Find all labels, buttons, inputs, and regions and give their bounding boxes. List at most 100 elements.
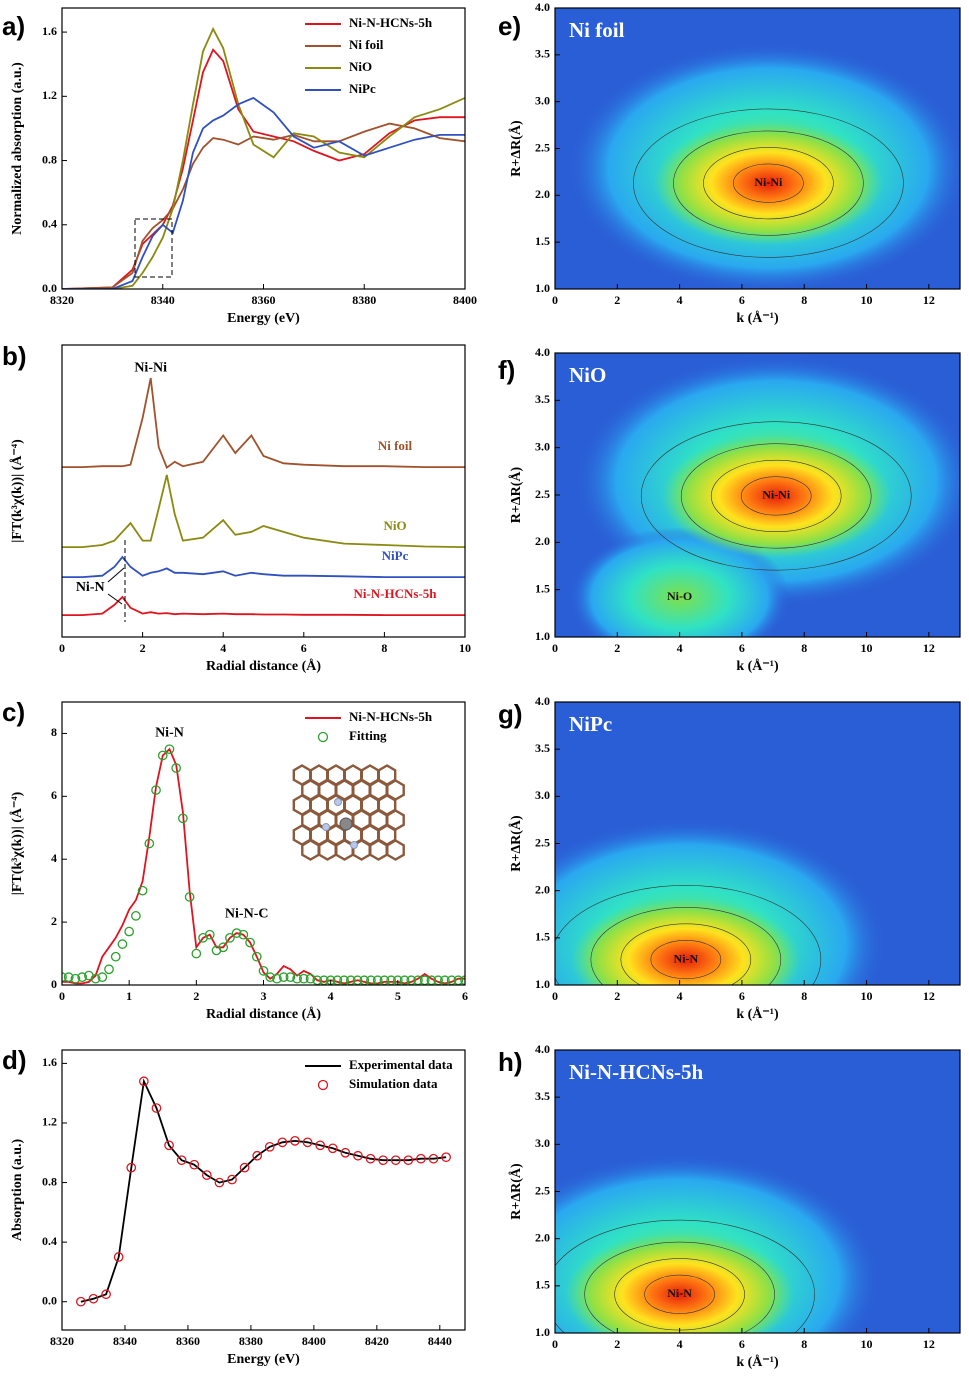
- x-tick-label: 4: [677, 641, 683, 655]
- x-tick-label: 0: [552, 641, 558, 655]
- y-tick-label: 1.5: [535, 930, 550, 944]
- data-point: [144, 838, 155, 849]
- arrow: [107, 593, 123, 605]
- x-tick-label: 6: [739, 641, 745, 655]
- legend-label: Ni-N-HCNs-5h: [349, 709, 433, 724]
- data-point: [201, 1170, 212, 1180]
- y-tick-label: 1.6: [42, 24, 57, 38]
- map-peak: [661, 433, 892, 558]
- y-tick-label: 3.5: [535, 1089, 550, 1103]
- data-point: [164, 1140, 174, 1151]
- data-point: [126, 1162, 137, 1173]
- contour-line: [555, 885, 822, 985]
- data-point: [290, 1136, 300, 1146]
- y-tick-label: 2.5: [535, 140, 550, 154]
- x-axis-label: Radial distance (Å): [206, 1006, 321, 1022]
- x-tick-label: 8340: [151, 293, 175, 307]
- data-point: [218, 942, 229, 953]
- x-tick-label: 8380: [239, 1334, 263, 1348]
- data-point: [104, 964, 114, 975]
- hexagon: [335, 839, 354, 861]
- data-point: [77, 972, 88, 982]
- data-point: [378, 1155, 388, 1166]
- x-axis-label: Radial distance (Å): [206, 658, 321, 674]
- y-tick-label: 0.4: [42, 217, 57, 231]
- x-tick-label: 0: [552, 1337, 558, 1351]
- y-tick-label: 2.0: [535, 187, 550, 201]
- x-tick-label: 12: [923, 1337, 935, 1351]
- legend-label: Simulation data: [349, 1076, 438, 1091]
- data-point: [151, 785, 161, 795]
- contour-line: [584, 1241, 775, 1333]
- contour-line: [590, 906, 782, 985]
- map-peak: [653, 121, 884, 246]
- data-point: [101, 1289, 111, 1300]
- annotation: Ni-N: [76, 580, 105, 595]
- y-tick-label: 2.5: [535, 487, 550, 501]
- plot-area: [62, 744, 465, 985]
- x-tick-label: 0: [552, 989, 558, 1003]
- data-point: [340, 1147, 351, 1158]
- map-title: Ni-N-HCNs-5h: [569, 1060, 703, 1084]
- panel-label: b): [2, 341, 27, 371]
- data-point: [97, 972, 108, 982]
- x-tick-label: 6: [739, 293, 745, 307]
- data-point: [441, 1152, 451, 1163]
- legend-label: Fitting: [349, 728, 387, 743]
- y-tick-label: 3.0: [535, 439, 550, 453]
- data-point: [62, 972, 67, 982]
- y-axis-label: |FT(k³χ(k))| (Å⁻⁴): [9, 791, 25, 895]
- x-tick-label: 6: [739, 989, 745, 1003]
- y-axis-label: R+ΔR(Å): [508, 1163, 524, 1220]
- data-point: [117, 939, 128, 949]
- y-tick-label: 3.5: [535, 47, 550, 61]
- data-point: [416, 1153, 426, 1164]
- data-point: [88, 1293, 99, 1304]
- data-point: [258, 965, 269, 976]
- data-point: [157, 750, 168, 761]
- annotation: Ni-Ni: [134, 361, 167, 376]
- x-axis-label: k (Å⁻¹): [736, 658, 779, 674]
- x-tick-label: 8: [801, 641, 807, 655]
- x-tick-label: 8320: [50, 293, 74, 307]
- panel-label: d): [2, 1045, 27, 1075]
- y-tick-label: 1.5: [535, 234, 550, 248]
- x-tick-label: 2: [614, 989, 620, 1003]
- y-tick-label: 2.5: [535, 1183, 550, 1197]
- ni-atom: [339, 817, 353, 831]
- data-point: [231, 928, 242, 938]
- x-axis-label: k (Å⁻¹): [736, 1006, 779, 1022]
- y-tick-label: 2.5: [535, 835, 550, 849]
- x-axis-label: Energy (eV): [227, 311, 300, 326]
- y-axis-label: R+ΔR(Å): [508, 120, 524, 177]
- plot-area: [62, 26, 465, 289]
- data-point: [265, 972, 276, 982]
- data-line: [80, 1078, 447, 1303]
- data-point: [76, 1296, 86, 1307]
- plot-area: [555, 353, 960, 637]
- y-tick-label: 2.0: [535, 882, 550, 896]
- x-tick-label: 8400: [302, 1334, 326, 1348]
- x-tick-label: 8: [381, 641, 387, 655]
- data-point: [214, 1177, 225, 1188]
- y-tick-label: 1.0: [535, 1325, 550, 1339]
- x-tick-label: 12: [923, 989, 935, 1003]
- x-tick-label: 6: [739, 1337, 745, 1351]
- data-point: [139, 1076, 149, 1087]
- data-point: [251, 951, 262, 962]
- annotation: Ni-N: [667, 1286, 692, 1300]
- y-tick-label: 6: [51, 788, 57, 802]
- legend-label: NiPc: [349, 81, 376, 96]
- map-peak: [564, 1232, 795, 1333]
- axis-frame: [61, 344, 466, 638]
- y-axis-label: Normalized absorption (a.u.): [10, 62, 25, 235]
- data-point: [277, 1137, 288, 1148]
- x-axis-label: Energy (eV): [227, 1352, 300, 1367]
- map-title: Ni foil: [569, 18, 625, 42]
- data-point: [227, 1174, 237, 1185]
- data-point: [353, 1150, 363, 1161]
- contour-line: [680, 443, 872, 549]
- x-tick-label: 2: [614, 641, 620, 655]
- y-tick-label: 0.8: [42, 152, 57, 166]
